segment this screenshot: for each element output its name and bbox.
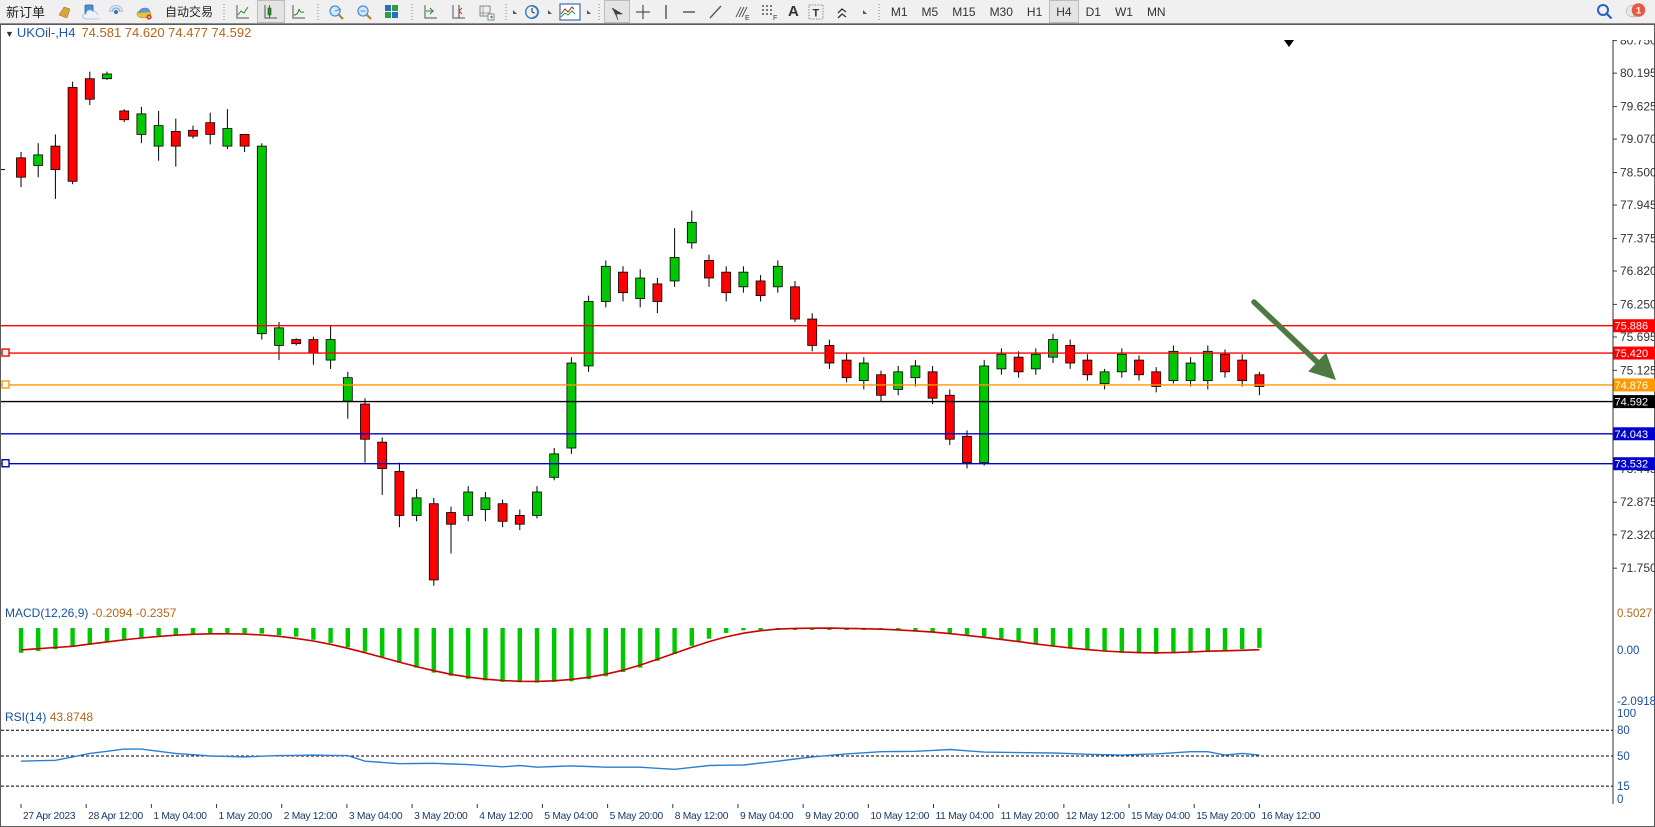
svg-text:12 May 12:00: 12 May 12:00: [1066, 811, 1125, 822]
svg-text:75.886: 75.886: [1615, 321, 1649, 333]
svg-text:78.500: 78.500: [1620, 165, 1655, 179]
svg-text:72.875: 72.875: [1620, 495, 1655, 509]
svg-text:1: 1: [1636, 5, 1642, 16]
svg-text:72.320: 72.320: [1620, 528, 1655, 542]
svg-text:73.532: 73.532: [1615, 459, 1649, 471]
svg-text:79.625: 79.625: [1620, 100, 1655, 114]
svg-text:1 May 04:00: 1 May 04:00: [153, 811, 207, 822]
svg-text:5 May 20:00: 5 May 20:00: [610, 811, 664, 822]
svg-text:E: E: [745, 15, 750, 21]
svg-text:76.250: 76.250: [1620, 297, 1655, 311]
svg-text:2 May 12:00: 2 May 12:00: [284, 811, 338, 822]
svg-text:15 May 04:00: 15 May 04:00: [1131, 811, 1190, 822]
svg-text:4 May 12:00: 4 May 12:00: [479, 811, 533, 822]
svg-text:100: 100: [1617, 709, 1636, 720]
svg-text:77.945: 77.945: [1620, 198, 1655, 212]
svg-text:28 Apr 12:00: 28 Apr 12:00: [88, 811, 143, 822]
svg-text:27 Apr 2023: 27 Apr 2023: [23, 811, 76, 822]
svg-text:79.070: 79.070: [1620, 132, 1655, 146]
svg-text:MACD(12,26,9) -0.2094 -0.2357: MACD(12,26,9) -0.2094 -0.2357: [5, 606, 177, 620]
svg-text:75.420: 75.420: [1615, 348, 1649, 360]
svg-text:RSI(14) 43.8748: RSI(14) 43.8748: [5, 710, 93, 724]
svg-text:74.592: 74.592: [1615, 397, 1649, 409]
svg-text:9 May 20:00: 9 May 20:00: [805, 811, 859, 822]
svg-text:5 May 04:00: 5 May 04:00: [544, 811, 598, 822]
svg-text:80.195: 80.195: [1620, 66, 1655, 80]
svg-text:80: 80: [1617, 725, 1630, 737]
svg-text:9 May 04:00: 9 May 04:00: [740, 811, 794, 822]
svg-text:3 May 20:00: 3 May 20:00: [414, 811, 468, 822]
svg-text:76.820: 76.820: [1620, 264, 1655, 278]
svg-text:16 May 12:00: 16 May 12:00: [1261, 811, 1320, 822]
svg-text:75.125: 75.125: [1620, 363, 1655, 377]
svg-text:0: 0: [1617, 794, 1623, 804]
svg-text:0.00: 0.00: [1617, 645, 1639, 657]
svg-text:0.5027: 0.5027: [1617, 608, 1652, 620]
svg-text:1 May 20:00: 1 May 20:00: [219, 811, 273, 822]
svg-text:11 May 20:00: 11 May 20:00: [1001, 811, 1060, 822]
svg-text:74.876: 74.876: [1615, 380, 1649, 392]
svg-text:50: 50: [1617, 751, 1630, 763]
svg-text:11 May 04:00: 11 May 04:00: [936, 811, 995, 822]
svg-text:15: 15: [1617, 781, 1630, 793]
svg-text:77.375: 77.375: [1620, 231, 1655, 245]
svg-text:T: T: [812, 7, 819, 19]
svg-text:15 May 20:00: 15 May 20:00: [1196, 811, 1255, 822]
svg-text:8 May 12:00: 8 May 12:00: [675, 811, 729, 822]
svg-text:F: F: [773, 15, 777, 21]
svg-text:74.043: 74.043: [1615, 429, 1649, 441]
svg-text:10 May 12:00: 10 May 12:00: [870, 811, 929, 822]
svg-text:-2.0918: -2.0918: [1617, 696, 1655, 708]
svg-text:71.750: 71.750: [1620, 561, 1655, 575]
svg-text:3 May 04:00: 3 May 04:00: [349, 811, 403, 822]
svg-text:80.750: 80.750: [1620, 40, 1655, 48]
